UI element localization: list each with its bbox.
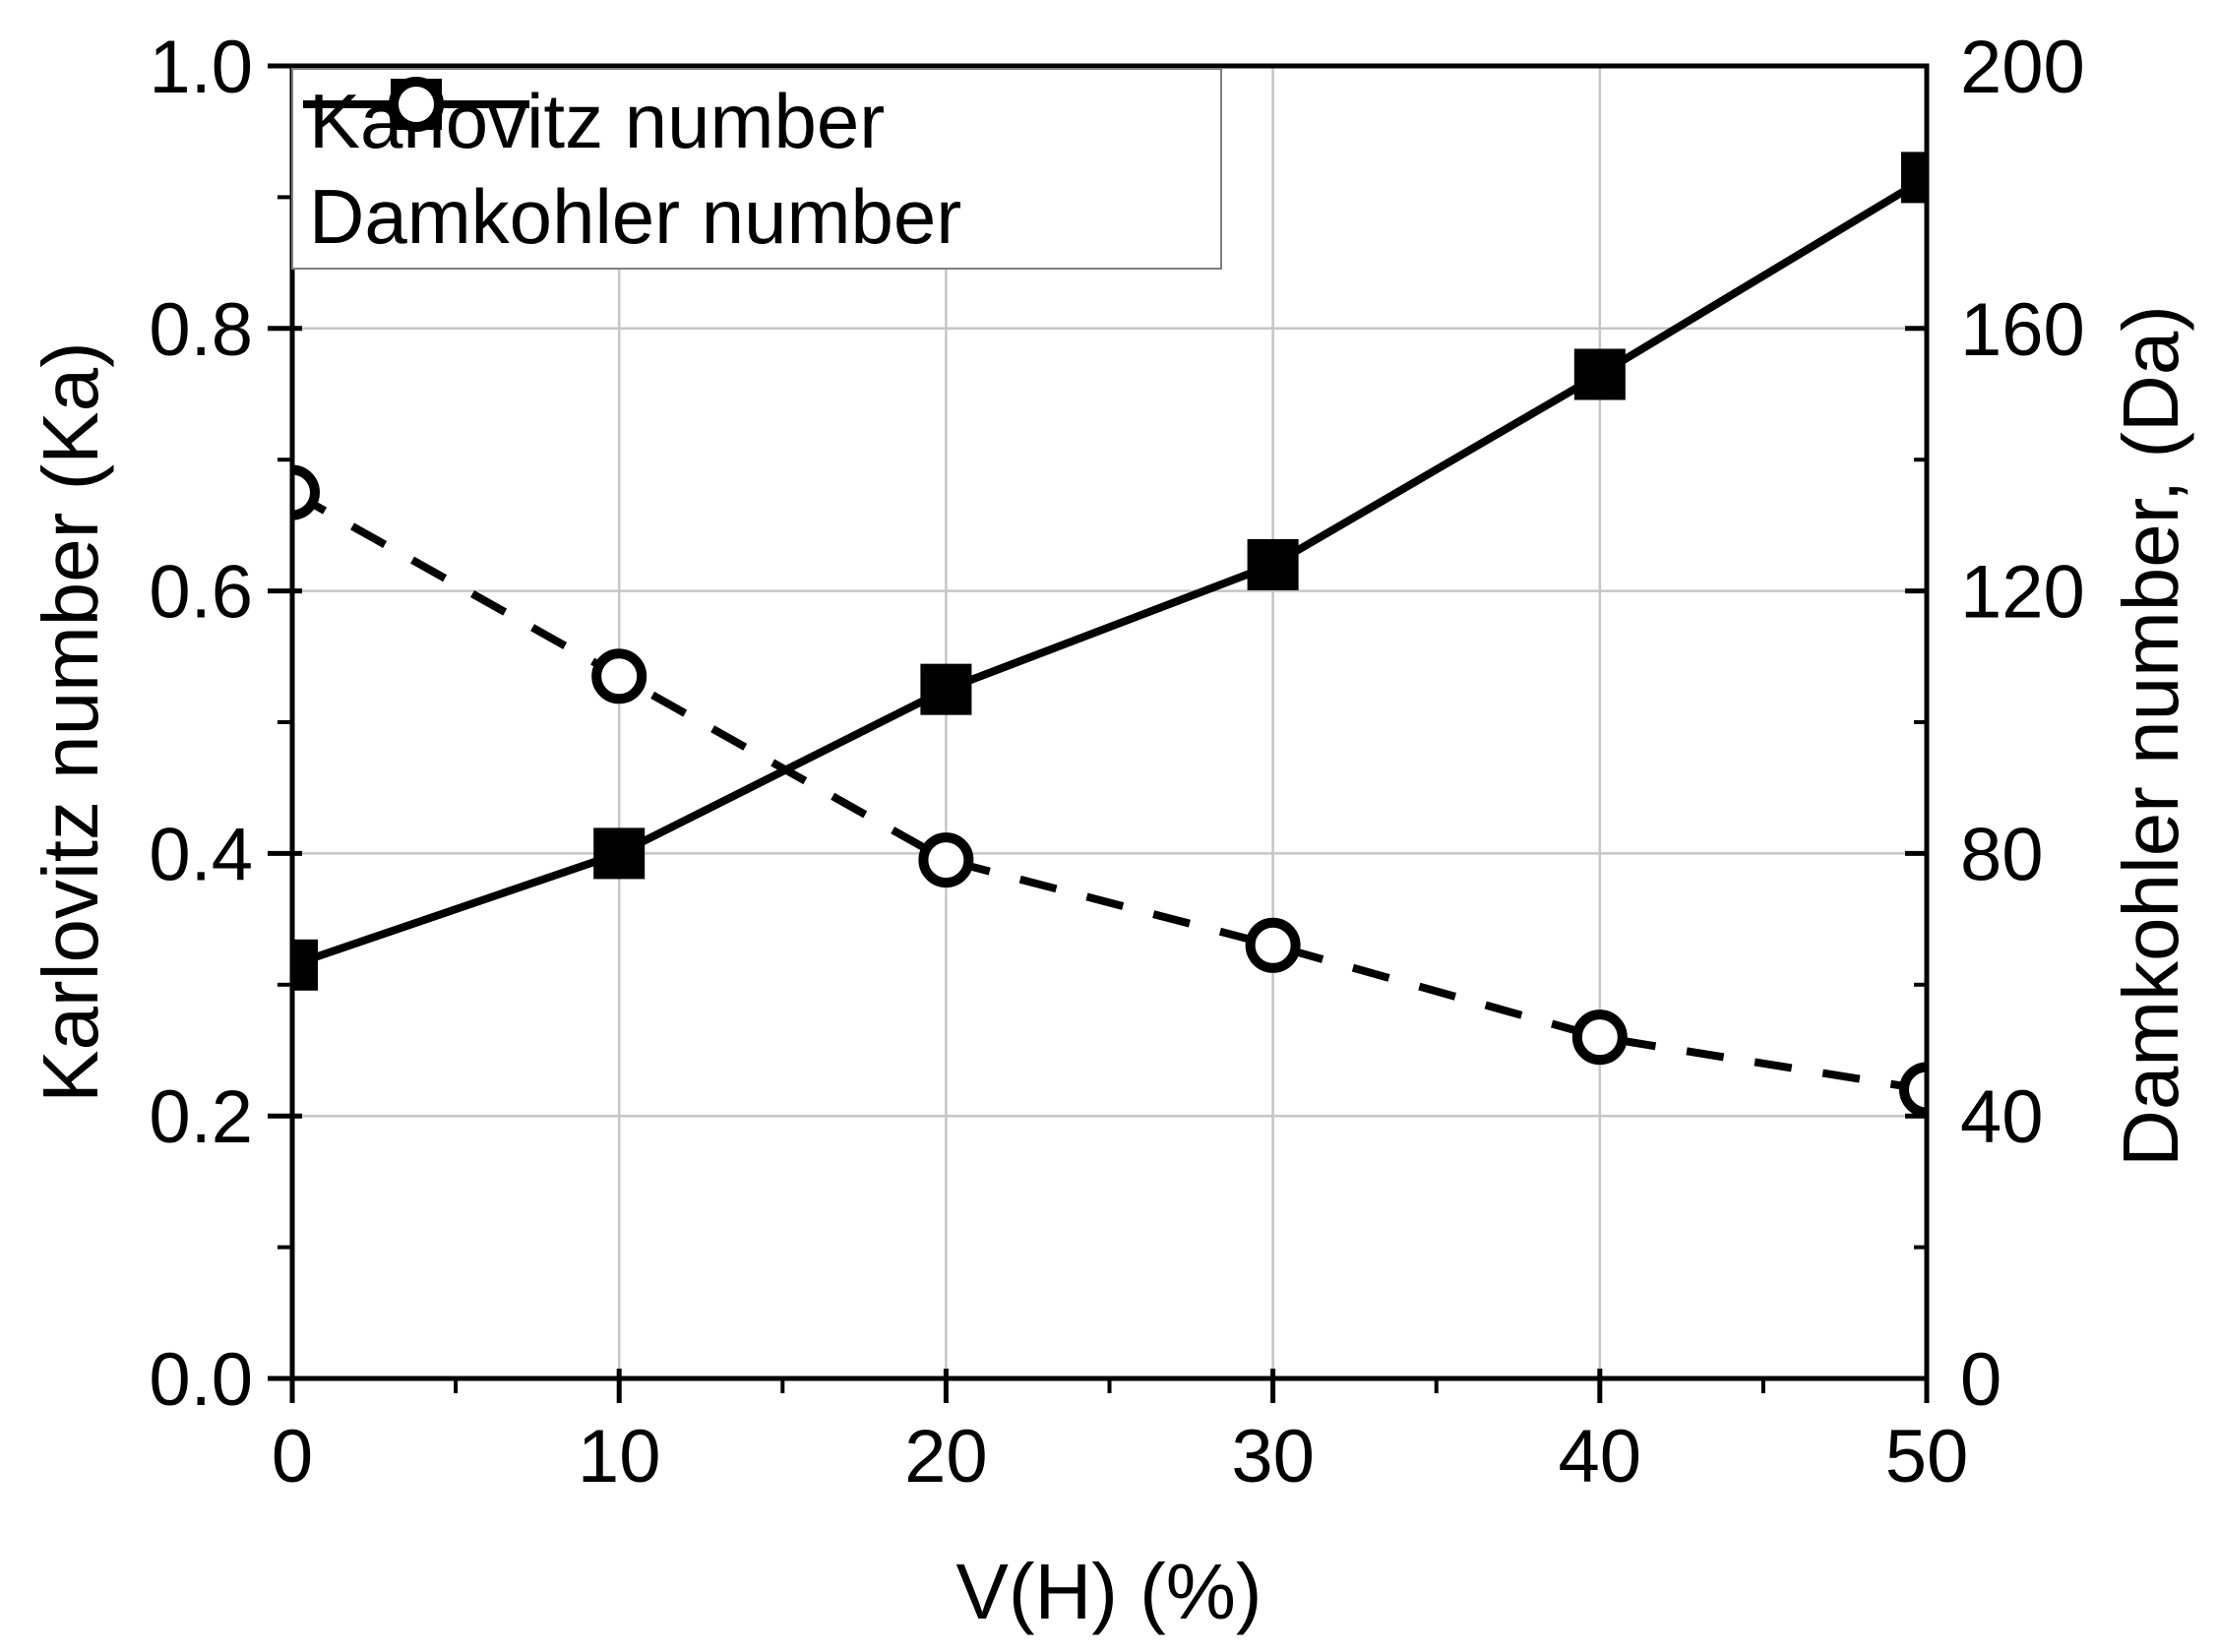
- x-tick-label: 0: [272, 1415, 313, 1499]
- legend-dashed-circle-sample-icon: [303, 77, 529, 132]
- data-point-karlovitz: [1901, 152, 1927, 204]
- y-right-tick-label: 120: [1960, 551, 2085, 635]
- x-tick-label: 30: [1231, 1415, 1315, 1499]
- data-point-karlovitz: [593, 827, 646, 880]
- y-left-tick-label: 0.0: [149, 1338, 253, 1422]
- x-axis-title: V(H) (%): [955, 1548, 1262, 1635]
- y-right-tick-label: 40: [1960, 1075, 2044, 1159]
- data-point-karlovitz: [292, 939, 318, 991]
- data-point-damkohler: [1571, 1010, 1628, 1066]
- y-left-tick-label: 0.2: [149, 1075, 253, 1159]
- legend-label-damkohler: Damkohler number: [309, 172, 962, 260]
- x-tick-label: 50: [1885, 1415, 1969, 1499]
- data-point-damkohler: [591, 648, 647, 704]
- y-right-tick-label: 200: [1960, 26, 2085, 109]
- y-left-tick-label: 1.0: [149, 26, 253, 109]
- right-axis-title: Damkohler number, (Da): [2107, 305, 2194, 1167]
- legend: Karlovitz number Damkohler number: [291, 68, 1222, 270]
- series-line-karlovitz: [292, 173, 1927, 969]
- x-tick-label: 40: [1559, 1415, 1642, 1499]
- left-axis-title: Karlovitz number (Ka): [27, 341, 114, 1103]
- data-point-damkohler: [1245, 917, 1301, 973]
- y-left-tick-label: 0.6: [149, 551, 253, 635]
- y-right-tick-label: 80: [1960, 813, 2044, 896]
- data-point-karlovitz: [1573, 348, 1626, 400]
- data-point-damkohler: [292, 464, 320, 520]
- y-right-tick-label: 160: [1960, 288, 2085, 372]
- y-right-tick-label: 0: [1960, 1338, 2001, 1422]
- data-point-karlovitz: [1247, 538, 1299, 590]
- x-tick-label: 20: [904, 1415, 988, 1499]
- series-line-damkohler: [292, 489, 1927, 1094]
- y-left-tick-label: 0.4: [149, 813, 253, 896]
- y-left-tick-label: 0.8: [149, 288, 253, 372]
- x-tick-label: 10: [578, 1415, 661, 1499]
- legend-item-damkohler: Damkohler number: [303, 77, 1220, 260]
- data-point-damkohler: [918, 832, 974, 888]
- data-point-karlovitz: [920, 663, 972, 715]
- data-point-damkohler: [1899, 1062, 1927, 1118]
